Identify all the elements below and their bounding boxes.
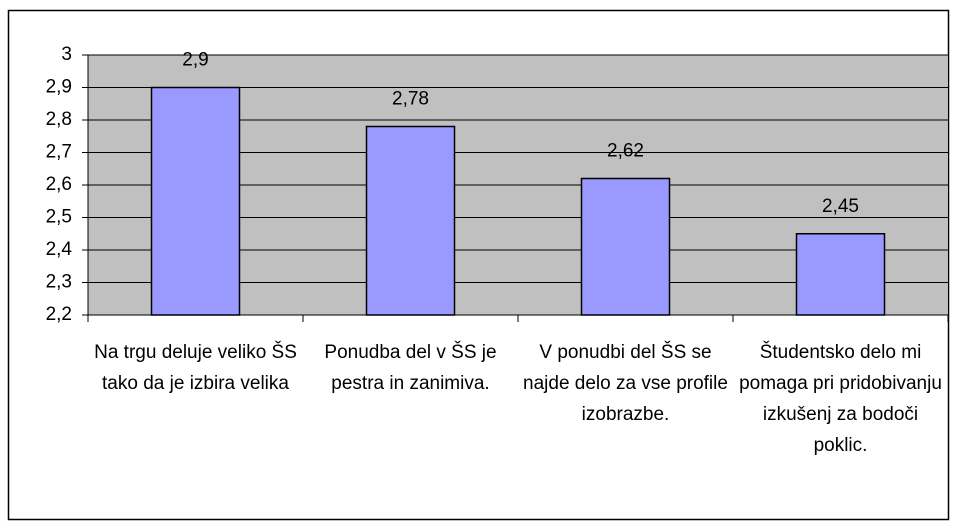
y-tick-label: 2,4 bbox=[46, 239, 73, 260]
y-tick-label: 2,5 bbox=[46, 207, 72, 228]
bar bbox=[580, 177, 671, 316]
y-tick-label: 2,2 bbox=[46, 304, 72, 325]
bar bbox=[150, 86, 241, 316]
y-tick-label: 2,6 bbox=[46, 174, 72, 195]
data-label: 2,62 bbox=[607, 141, 644, 162]
data-label: 2,78 bbox=[392, 89, 429, 110]
data-label: 2,9 bbox=[182, 50, 208, 71]
x-tick-label: V ponudbi del ŠS se najde delo za vse pr… bbox=[523, 342, 728, 425]
y-tick-label: 2,8 bbox=[46, 109, 72, 130]
bar bbox=[365, 125, 456, 316]
x-tick-label: Na trgu deluje veliko ŠS tako da je izbi… bbox=[94, 342, 297, 394]
x-tick-label: Študentsko delo mi pomaga pri pridobivan… bbox=[739, 342, 942, 456]
x-tick-label: Ponudba del v ŠS je pestra in zanimiva. bbox=[324, 342, 497, 394]
y-tick-label: 2,7 bbox=[46, 142, 72, 163]
y-tick-label: 2,9 bbox=[46, 77, 72, 98]
data-label: 2,45 bbox=[822, 196, 859, 217]
y-tick-label: 3 bbox=[61, 44, 72, 65]
bar bbox=[795, 233, 886, 316]
y-tick-label: 2,3 bbox=[46, 272, 72, 293]
